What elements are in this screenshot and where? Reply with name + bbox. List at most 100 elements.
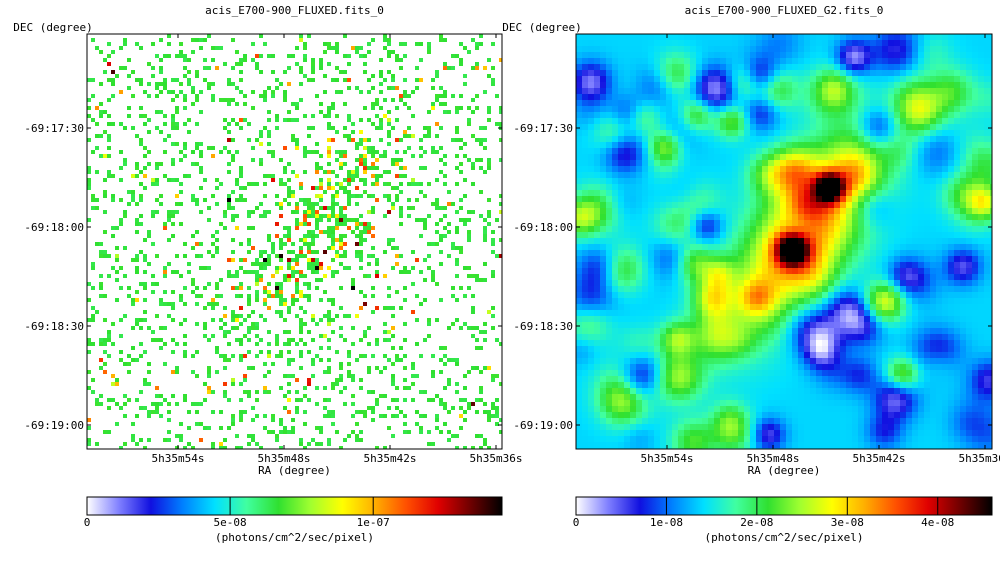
pixel-cell bbox=[215, 282, 219, 286]
pixel-cell bbox=[642, 136, 649, 143]
pixel-cell bbox=[846, 40, 853, 47]
pixel-cell bbox=[630, 76, 637, 83]
pixel-cell bbox=[287, 410, 291, 414]
pixel-cell bbox=[271, 150, 275, 154]
pixel-cell bbox=[966, 202, 973, 209]
pixel-cell bbox=[143, 90, 147, 94]
pixel-cell bbox=[582, 190, 589, 197]
pixel-cell bbox=[243, 58, 247, 62]
pixel-cell bbox=[143, 382, 147, 386]
pixel-cell bbox=[702, 262, 709, 269]
pixel-cell bbox=[427, 110, 431, 114]
pixel-cell bbox=[335, 42, 339, 46]
pixel-cell bbox=[696, 190, 703, 197]
pixel-cell bbox=[948, 154, 955, 161]
pixel-cell bbox=[696, 58, 703, 65]
pixel-cell bbox=[283, 118, 287, 122]
pixel-cell bbox=[407, 270, 411, 274]
pixel-cell bbox=[211, 82, 215, 86]
pixel-cell bbox=[636, 208, 643, 215]
pixel-cell bbox=[207, 86, 211, 90]
pixel-cell bbox=[588, 70, 595, 77]
pixel-cell bbox=[972, 154, 979, 161]
pixel-cell bbox=[804, 100, 811, 107]
pixel-cell bbox=[696, 160, 703, 167]
pixel-cell bbox=[948, 208, 955, 215]
pixel-cell bbox=[768, 250, 775, 257]
pixel-cell bbox=[654, 244, 661, 251]
pixel-cell bbox=[275, 290, 279, 294]
pixel-cell bbox=[576, 106, 583, 113]
pixel-cell bbox=[263, 302, 267, 306]
pixel-cell bbox=[654, 238, 661, 245]
pixel-cell bbox=[363, 166, 367, 170]
pixel-cell bbox=[888, 106, 895, 113]
pixel-cell bbox=[762, 40, 769, 47]
pixel-cell bbox=[636, 46, 643, 53]
pixel-cell bbox=[471, 38, 475, 42]
pixel-cell bbox=[930, 52, 937, 59]
pixel-cell bbox=[900, 196, 907, 203]
pixel-cell bbox=[810, 100, 817, 107]
pixel-cell bbox=[666, 196, 673, 203]
pixel-cell bbox=[942, 106, 949, 113]
pixel-cell bbox=[612, 238, 619, 245]
pixel-cell bbox=[576, 130, 583, 137]
pixel-cell bbox=[367, 50, 371, 54]
pixel-cell bbox=[411, 206, 415, 210]
pixel-cell bbox=[900, 34, 907, 41]
pixel-cell bbox=[187, 410, 191, 414]
pixel-cell bbox=[435, 206, 439, 210]
pixel-cell bbox=[774, 100, 781, 107]
pixel-cell bbox=[606, 214, 613, 221]
pixel-cell bbox=[918, 208, 925, 215]
pixel-cell bbox=[990, 106, 992, 113]
pixel-cell bbox=[367, 254, 371, 258]
pixel-cell bbox=[499, 138, 502, 142]
pixel-cell bbox=[846, 34, 853, 41]
pixel-cell bbox=[864, 214, 871, 221]
pixel-cell bbox=[732, 154, 739, 161]
pixel-cell bbox=[636, 238, 643, 245]
pixel-cell bbox=[463, 446, 467, 449]
pixel-cell bbox=[990, 250, 992, 257]
pixel-cell bbox=[840, 196, 847, 203]
pixel-cell bbox=[479, 446, 483, 449]
pixel-cell bbox=[882, 208, 889, 215]
pixel-cell bbox=[487, 414, 491, 418]
pixel-cell bbox=[810, 166, 817, 173]
pixel-cell bbox=[576, 34, 583, 41]
pixel-cell bbox=[215, 238, 219, 242]
pixel-cell bbox=[363, 178, 367, 182]
pixel-cell bbox=[291, 374, 295, 378]
pixel-cell bbox=[588, 196, 595, 203]
pixel-cell bbox=[467, 370, 471, 374]
pixel-cell bbox=[744, 226, 751, 233]
pixel-cell bbox=[840, 106, 847, 113]
pixel-cell bbox=[594, 76, 601, 83]
pixel-cell bbox=[744, 256, 751, 263]
pixel-cell bbox=[978, 262, 985, 269]
pixel-cell bbox=[451, 246, 455, 250]
pixel-cell bbox=[924, 82, 931, 89]
pixel-cell bbox=[876, 250, 883, 257]
pixel-cell bbox=[123, 162, 127, 166]
pixel-cell bbox=[399, 206, 403, 210]
pixel-cell bbox=[756, 34, 763, 41]
pixel-cell bbox=[690, 256, 697, 263]
pixel-cell bbox=[630, 196, 637, 203]
pixel-cell bbox=[768, 100, 775, 107]
pixel-cell bbox=[972, 184, 979, 191]
pixel-cell bbox=[351, 402, 355, 406]
pixel-cell bbox=[582, 256, 589, 263]
pixel-cell bbox=[247, 214, 251, 218]
pixel-cell bbox=[792, 184, 799, 191]
pixel-cell bbox=[175, 178, 179, 182]
pixel-cell bbox=[762, 154, 769, 161]
pixel-cell bbox=[443, 110, 447, 114]
pixel-cell bbox=[798, 148, 805, 155]
pixel-cell bbox=[696, 88, 703, 95]
pixel-cell bbox=[423, 298, 427, 302]
pixel-cell bbox=[900, 166, 907, 173]
pixel-cell bbox=[419, 154, 423, 158]
